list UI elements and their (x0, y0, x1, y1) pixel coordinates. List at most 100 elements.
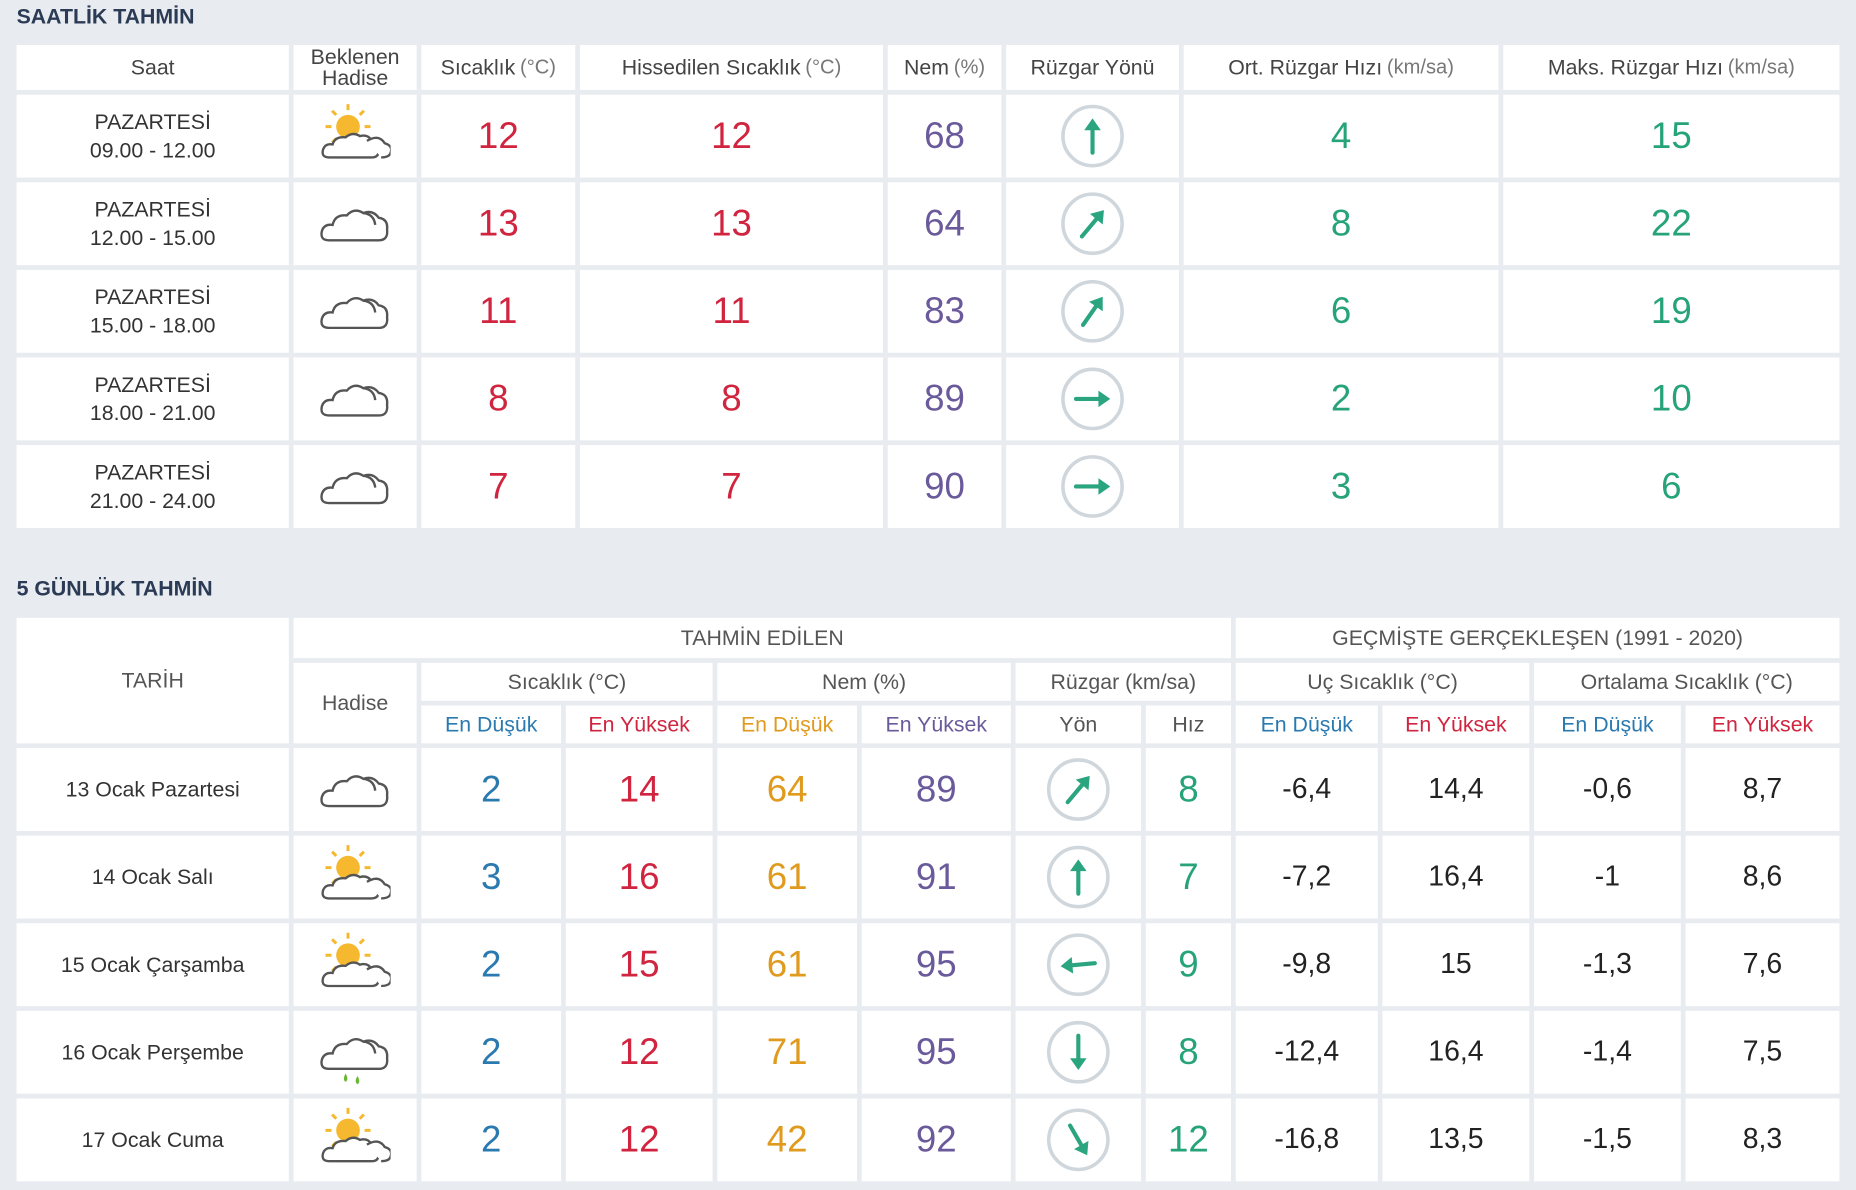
value-cell: 16,4 (1382, 835, 1530, 919)
day-label: PAZARTESİ (94, 460, 211, 485)
wind-direction-cell (1015, 1098, 1142, 1182)
sub-header: Sıcaklık (°C) (421, 662, 713, 701)
value-cell: -9,8 (1235, 923, 1378, 1007)
wind-direction-icon (1061, 279, 1124, 343)
value-cell: 15 (1503, 94, 1840, 178)
header-unit: (km/sa) (1386, 55, 1454, 79)
value-cell: -1,4 (1534, 1010, 1681, 1094)
header-name: Hissedilen Sıcaklık (621, 55, 801, 80)
header-name: Ort. Rüzgar Hızı (1228, 55, 1383, 80)
weather-icon (320, 1038, 389, 1085)
header-name: Sıcaklık (440, 55, 516, 80)
value-cell: 12 (421, 94, 576, 178)
group-header: GEÇMİŞTE GERÇEKLEŞEN (1991 - 2020) (1235, 617, 1840, 659)
weather-icon (321, 932, 391, 988)
value-cell: 11 (421, 269, 576, 353)
column-header: Hissedilen Sıcaklık (°C) (579, 44, 884, 90)
wind-direction-cell (1015, 1010, 1142, 1094)
value-cell: 83 (887, 269, 1002, 353)
value-cell: 13 (579, 182, 884, 266)
value-cell: 3 (421, 835, 562, 919)
value-cell: 10 (1503, 357, 1840, 441)
value-cell: -12,4 (1235, 1010, 1378, 1094)
time-cell: PAZARTESİ 09.00 - 12.00 (16, 94, 289, 178)
value-cell: 7 (579, 445, 884, 528)
header-name: Rüzgar Yönü (1030, 55, 1155, 80)
value-cell: 95 (861, 923, 1011, 1007)
value-cell: 7,5 (1685, 1010, 1840, 1094)
header-name: Saat (130, 55, 175, 80)
value-cell: 8,6 (1685, 835, 1840, 919)
value-cell: 8,7 (1685, 748, 1840, 831)
column-header: Nem (%) (887, 44, 1002, 90)
date-cell: 15 Ocak Çarşamba (16, 923, 289, 1007)
sub-header: Rüzgar (km/sa) (1015, 662, 1232, 701)
wind-direction-icon (1046, 1020, 1110, 1084)
wind-direction-icon (1061, 104, 1124, 168)
value-cell: 2 (421, 923, 562, 1007)
column-header: En Yüksek (1382, 705, 1530, 744)
wind-direction-cell (1006, 182, 1179, 266)
wind-direction-icon (1046, 845, 1110, 909)
value-cell: 64 (717, 748, 857, 831)
value-cell: 42 (717, 1098, 857, 1182)
value-cell: -16,8 (1235, 1098, 1378, 1182)
column-header: Sıcaklık (°C) (421, 44, 576, 90)
sub-header: Uç Sıcaklık (°C) (1235, 662, 1530, 701)
value-cell: 9 (1145, 923, 1232, 1007)
value-cell: 7 (1145, 835, 1232, 919)
wind-direction-cell (1015, 748, 1142, 831)
value-cell: 2 (421, 1098, 562, 1182)
value-cell: 64 (887, 182, 1002, 266)
value-cell: 8,3 (1685, 1098, 1840, 1182)
header-unit: (%) (953, 55, 986, 79)
value-cell: -1,3 (1534, 923, 1681, 1007)
day-label: PAZARTESİ (94, 197, 211, 222)
value-cell: 6 (1183, 269, 1499, 353)
date-cell: 14 Ocak Salı (16, 835, 289, 919)
header-unit: (°C) (520, 55, 556, 79)
event-cell (293, 1098, 417, 1182)
value-cell: 13,5 (1382, 1098, 1530, 1182)
value-cell: 8 (421, 357, 576, 441)
column-header: Maks. Rüzgar Hızı (km/sa) (1503, 44, 1840, 90)
value-cell: -6,4 (1235, 748, 1378, 831)
value-cell: -7,2 (1235, 835, 1378, 919)
wind-direction-icon (1046, 933, 1110, 997)
header-name: Maks. Rüzgar Hızı (1547, 55, 1724, 80)
date-cell: 13 Ocak Pazartesi (16, 748, 289, 831)
column-header: En Düşük (1235, 705, 1378, 744)
value-cell: 7,6 (1685, 923, 1840, 1007)
value-cell: 2 (1183, 357, 1499, 441)
day-label: PAZARTESİ (94, 285, 211, 309)
time-label: 09.00 - 12.00 (89, 138, 216, 163)
value-cell: 95 (861, 1010, 1011, 1094)
weather-icon (321, 845, 391, 900)
weather-icon (321, 1107, 391, 1163)
value-cell: 71 (717, 1010, 857, 1094)
event-cell (293, 835, 417, 919)
column-header: En Düşük (1534, 705, 1681, 744)
value-cell: 16,4 (1382, 1010, 1530, 1094)
wind-direction-cell (1006, 94, 1179, 178)
value-cell: 8 (1145, 748, 1232, 831)
event-cell (293, 94, 417, 178)
value-cell: 61 (717, 923, 857, 1007)
value-cell: 11 (579, 269, 884, 353)
header-unit: (°C) (805, 55, 842, 79)
value-cell: 14,4 (1382, 748, 1530, 831)
wind-direction-icon (1046, 1108, 1110, 1172)
value-cell: 16 (565, 835, 713, 919)
column-header: En Düşük (421, 705, 562, 744)
section-title: SAATLİK TAHMİN (16, 4, 195, 29)
event-cell (293, 1010, 417, 1094)
time-cell: PAZARTESİ 15.00 - 18.00 (16, 269, 289, 353)
event-cell (293, 748, 417, 831)
value-cell: 13 (421, 182, 576, 266)
value-cell: 92 (861, 1098, 1011, 1182)
value-cell: -1,5 (1534, 1098, 1681, 1182)
wind-direction-icon (1061, 192, 1124, 256)
wind-direction-cell (1015, 835, 1142, 919)
column-header: Beklenen Hadise (293, 44, 417, 90)
